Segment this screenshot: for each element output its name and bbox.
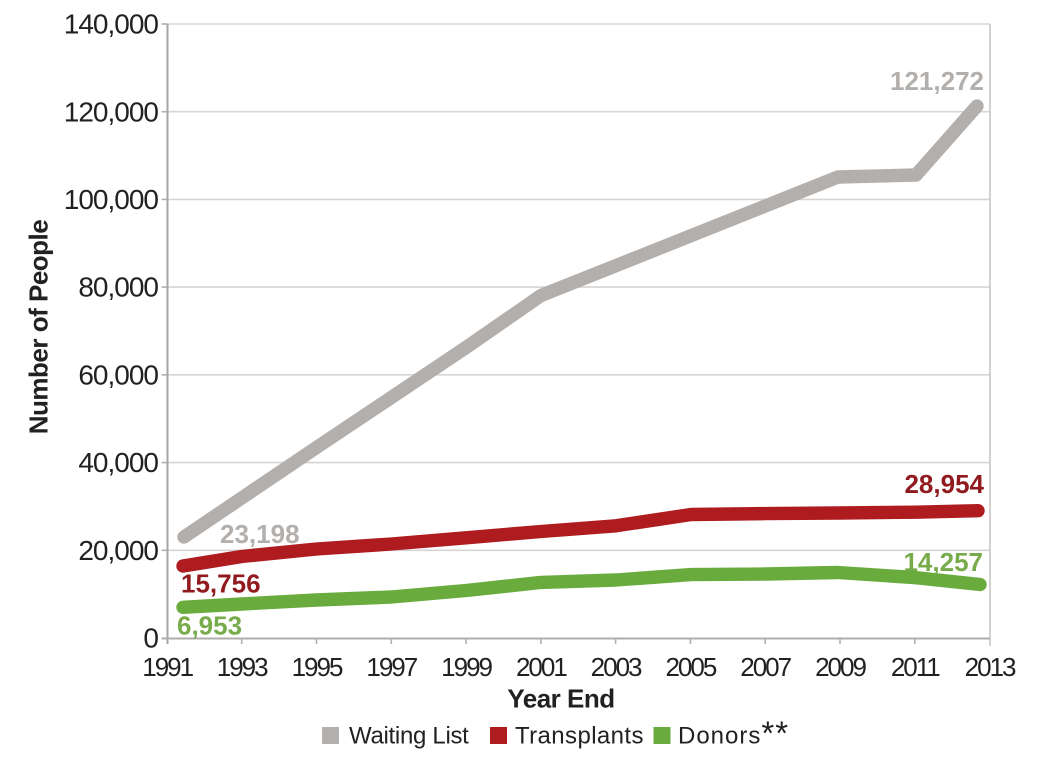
svg-text:140,000: 140,000 [64, 9, 159, 40]
svg-text:23,198: 23,198 [220, 519, 300, 549]
svg-text:2005: 2005 [665, 652, 716, 682]
svg-text:1999: 1999 [441, 652, 492, 682]
svg-text:80,000: 80,000 [78, 272, 158, 303]
svg-text:1997: 1997 [366, 652, 417, 682]
svg-text:Transplants: Transplants [515, 723, 644, 750]
svg-text:14,257: 14,257 [903, 547, 983, 577]
svg-text:40,000: 40,000 [78, 447, 158, 478]
svg-text:6,953: 6,953 [177, 611, 242, 641]
svg-text:2013: 2013 [965, 652, 1016, 682]
svg-text:1995: 1995 [292, 652, 343, 682]
svg-text:1993: 1993 [217, 652, 268, 682]
svg-text:0: 0 [143, 623, 158, 654]
svg-text:28,954: 28,954 [904, 469, 984, 499]
svg-text:2007: 2007 [740, 652, 791, 682]
svg-text:121,272: 121,272 [890, 66, 984, 96]
svg-text:1991: 1991 [142, 652, 193, 682]
svg-text:120,000: 120,000 [64, 96, 159, 127]
svg-text:2003: 2003 [591, 652, 642, 682]
svg-text:Number of People: Number of People [24, 220, 54, 435]
svg-text:2001: 2001 [516, 652, 567, 682]
svg-text:2009: 2009 [815, 652, 866, 682]
svg-text:20,000: 20,000 [78, 535, 158, 566]
svg-text:2011: 2011 [891, 652, 940, 682]
svg-text:15,756: 15,756 [181, 569, 261, 599]
svg-text:Waiting List: Waiting List [349, 723, 469, 750]
svg-text:Year End: Year End [507, 684, 614, 714]
svg-text:60,000: 60,000 [78, 359, 158, 390]
svg-text:100,000: 100,000 [64, 184, 159, 215]
